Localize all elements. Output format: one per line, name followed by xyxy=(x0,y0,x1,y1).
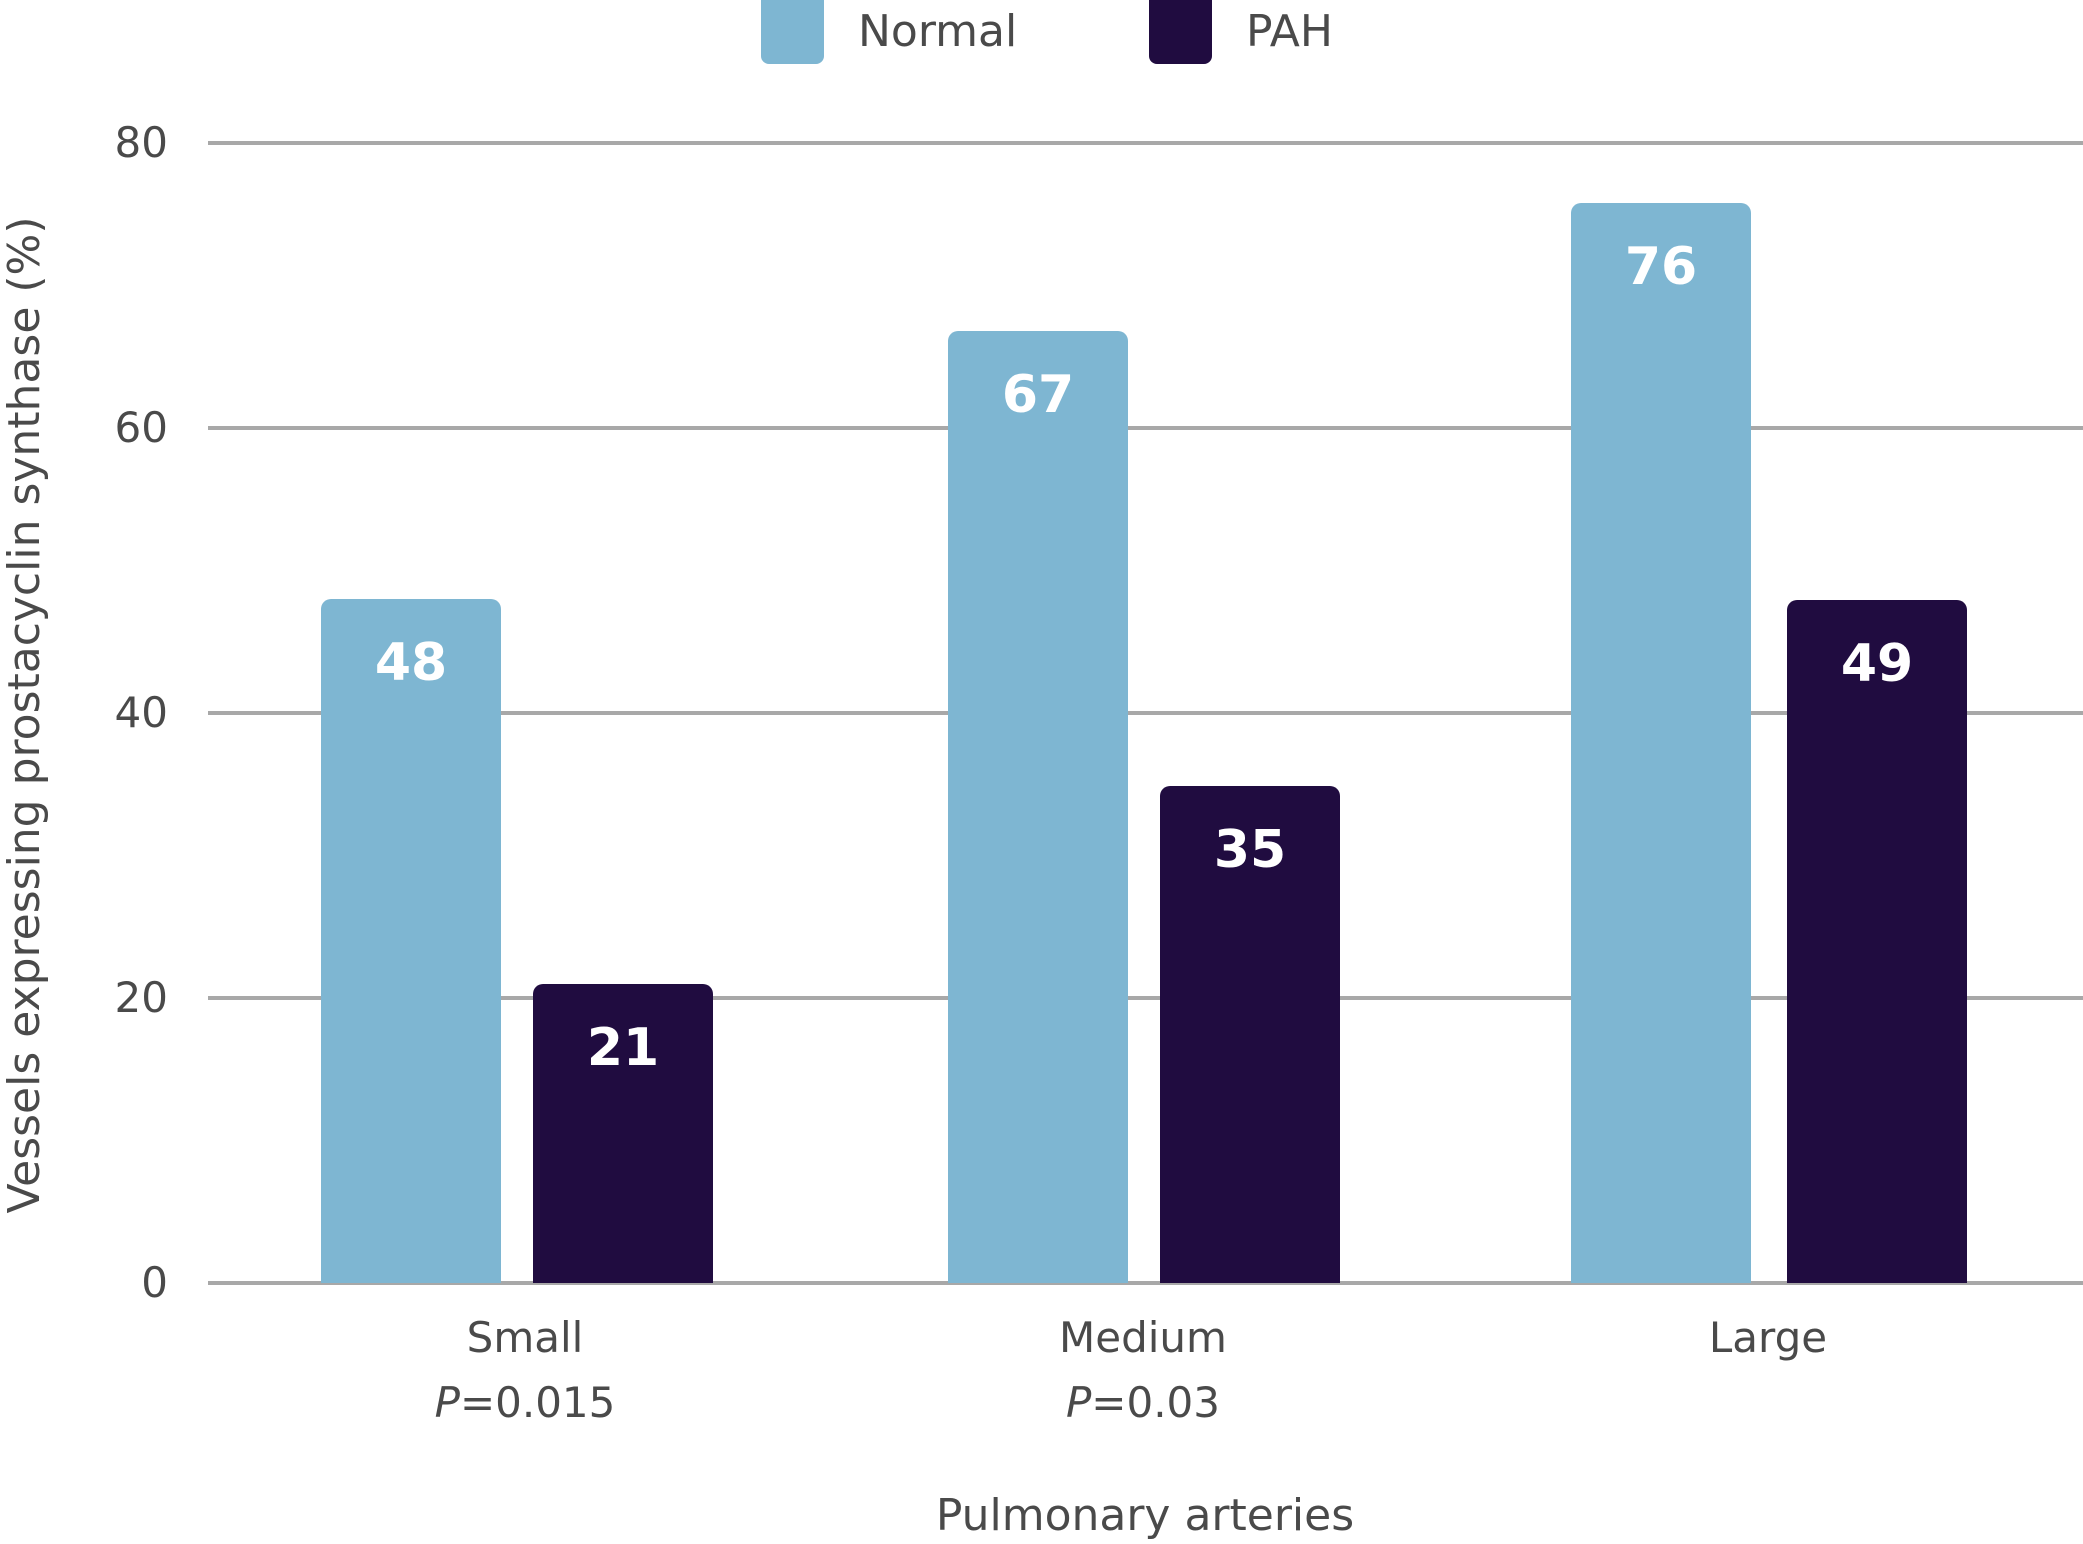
legend-label-pah: PAH xyxy=(1246,6,1333,57)
y-tick-40: 40 xyxy=(114,688,168,737)
gridline-20 xyxy=(208,996,2083,1000)
bar-value-label: 67 xyxy=(1001,365,1075,425)
bar-value-label: 21 xyxy=(586,1018,660,1078)
bar-medium-normal: 67 xyxy=(948,331,1128,1283)
category-label-medium: Medium xyxy=(1059,1313,1227,1362)
gridline-40 xyxy=(208,711,2083,715)
bar-small-pah: 21 xyxy=(533,984,713,1283)
bar-value-label: 35 xyxy=(1213,820,1287,880)
p-symbol: P xyxy=(1065,1378,1092,1427)
p-value-small: P=0.015 xyxy=(325,1379,725,1427)
p-value-text: =0.03 xyxy=(1091,1378,1221,1427)
bar-value-label: 48 xyxy=(374,633,448,693)
legend-swatch-normal xyxy=(761,0,824,64)
legend-label-normal: Normal xyxy=(858,6,1018,57)
bar-small-normal: 48 xyxy=(321,599,501,1283)
gridline-60 xyxy=(208,426,2083,430)
category-label-small: Small xyxy=(466,1313,584,1362)
x-axis-baseline xyxy=(208,1281,2083,1285)
category-label-large: Large xyxy=(1708,1313,1828,1362)
y-tick-60: 60 xyxy=(114,403,168,452)
y-tick-80: 80 xyxy=(114,118,168,167)
legend-swatch-pah xyxy=(1149,0,1212,64)
bar-value-label: 76 xyxy=(1624,237,1698,297)
gridline-80 xyxy=(208,141,2083,145)
p-value-medium: P=0.03 xyxy=(943,1379,1343,1427)
y-tick-20: 20 xyxy=(114,973,168,1022)
bar-large-normal: 76 xyxy=(1571,203,1751,1283)
x-axis-title: Pulmonary arteries xyxy=(935,1490,1355,1541)
p-value-text: =0.015 xyxy=(459,1378,616,1427)
bar-large-pah: 49 xyxy=(1787,600,1967,1283)
p-symbol: P xyxy=(434,1378,460,1427)
bar-value-label: 49 xyxy=(1840,634,1914,694)
bar-medium-pah: 35 xyxy=(1160,786,1340,1283)
y-tick-0: 0 xyxy=(141,1258,168,1307)
y-axis-title: Vessels expressing prostacyclin synthase… xyxy=(0,216,50,1214)
